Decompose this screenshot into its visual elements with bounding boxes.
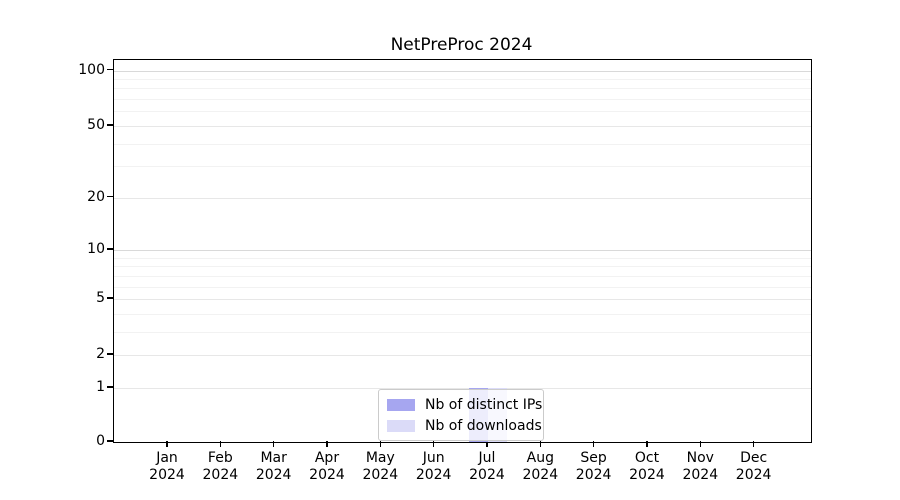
y-tick-label: 100 bbox=[78, 61, 105, 78]
x-tick-label-line: Dec bbox=[740, 450, 768, 466]
gridline-minor bbox=[114, 331, 811, 333]
x-tick-label-line: Aug bbox=[526, 450, 554, 466]
x-tick-label-line: 2024 bbox=[415, 467, 452, 483]
legend: Nb of distinct IPs Nb of downloads bbox=[378, 389, 544, 441]
y-tick-label: 1 bbox=[96, 378, 105, 395]
legend-swatch bbox=[387, 398, 415, 411]
x-tick-label-line: 2024 bbox=[682, 467, 719, 483]
x-tick-label: Jun 2024 bbox=[404, 450, 464, 484]
y-tick-label: 10 bbox=[87, 240, 105, 257]
x-tick-label-line: 2024 bbox=[469, 467, 505, 483]
legend-item-0: Nb of distinct IPs bbox=[379, 394, 543, 415]
x-tick-mark bbox=[379, 441, 382, 447]
y-tick-label: 5 bbox=[96, 290, 105, 307]
x-tick-mark bbox=[646, 441, 648, 447]
plot-area bbox=[113, 59, 812, 443]
y-tick-mark bbox=[107, 440, 113, 442]
x-tick-label-line: Sep bbox=[580, 450, 607, 466]
x-tick-label-line: May bbox=[365, 450, 395, 466]
gridline-major bbox=[114, 70, 811, 72]
gridline-minor bbox=[114, 111, 811, 113]
x-tick-label-line: Oct bbox=[634, 450, 660, 466]
y-tick-mark bbox=[107, 195, 113, 198]
gridline-minor bbox=[114, 286, 811, 288]
x-tick-label-line: 2024 bbox=[575, 467, 612, 483]
gridline-major bbox=[114, 299, 811, 301]
y-tick-mark bbox=[107, 68, 113, 71]
legend-item-1: Nb of downloads bbox=[379, 415, 543, 436]
x-tick-mark bbox=[432, 441, 435, 447]
x-tick-label: Dec 2024 bbox=[724, 450, 784, 484]
y-tick-mark bbox=[107, 297, 113, 299]
x-tick-label-line: 2024 bbox=[149, 467, 185, 483]
gridline-minor bbox=[114, 143, 811, 145]
x-tick-label-line: 2024 bbox=[362, 467, 399, 483]
chart-title: NetPreProc 2024 bbox=[390, 35, 533, 55]
x-tick-label-line: Jan bbox=[156, 450, 178, 466]
x-tick-label-line: 2024 bbox=[735, 467, 772, 483]
y-tick-label: 2 bbox=[96, 346, 105, 363]
gridline-minor bbox=[114, 88, 811, 90]
x-tick-label-line: Feb bbox=[207, 450, 233, 466]
gridline-minor bbox=[114, 166, 811, 168]
y-tick-label: 20 bbox=[87, 188, 105, 205]
gridline-minor bbox=[114, 79, 811, 81]
y-tick-label: 0 bbox=[96, 433, 105, 449]
x-tick-label: Jul 2024 bbox=[457, 450, 517, 484]
x-tick-label: Aug 2024 bbox=[510, 450, 570, 484]
x-tick-mark bbox=[486, 441, 488, 447]
gridline-major bbox=[114, 249, 811, 251]
gridline-major bbox=[114, 387, 811, 389]
x-tick-mark bbox=[539, 441, 542, 447]
x-tick-label: Sep 2024 bbox=[564, 450, 624, 484]
x-tick-mark bbox=[326, 441, 328, 447]
x-tick-label: Nov 2024 bbox=[670, 450, 730, 484]
gridline-minor bbox=[114, 266, 811, 268]
x-tick-mark bbox=[272, 441, 275, 447]
gridline-minor bbox=[114, 275, 811, 277]
x-tick-label: Feb 2024 bbox=[190, 450, 250, 484]
x-tick-label: Jan 2024 bbox=[137, 450, 197, 484]
x-tick-label-line: Mar bbox=[260, 450, 287, 466]
x-tick-mark bbox=[166, 441, 168, 447]
legend-label: Nb of downloads bbox=[425, 417, 542, 434]
x-tick-label-line: Jun bbox=[422, 450, 445, 466]
x-tick-label-line: 2024 bbox=[202, 467, 239, 483]
x-tick-mark bbox=[219, 441, 222, 447]
gridline-major bbox=[114, 355, 811, 357]
x-tick-mark bbox=[752, 441, 755, 447]
x-tick-label-line: 2024 bbox=[629, 467, 665, 483]
legend-swatch bbox=[387, 419, 415, 432]
y-tick-mark bbox=[107, 248, 113, 250]
x-tick-label-line: Nov bbox=[686, 450, 714, 466]
x-tick-label: Oct 2024 bbox=[617, 450, 677, 484]
gridline-minor bbox=[114, 313, 811, 315]
x-tick-mark bbox=[699, 441, 702, 447]
x-tick-label-line: 2024 bbox=[309, 467, 345, 483]
gridline-major bbox=[114, 125, 811, 127]
gridline-minor bbox=[114, 99, 811, 101]
x-tick-label-line: Apr bbox=[314, 450, 340, 466]
x-tick-label: May 2024 bbox=[350, 450, 410, 484]
y-tick-label: 50 bbox=[87, 116, 105, 133]
y-tick-mark bbox=[107, 353, 113, 355]
gridline-major bbox=[114, 197, 811, 199]
x-tick-label: Mar 2024 bbox=[244, 450, 304, 484]
x-tick-label-line: Jul bbox=[478, 450, 496, 466]
gridline-minor bbox=[114, 257, 811, 259]
x-tick-label: Apr 2024 bbox=[297, 450, 357, 484]
legend-label: Nb of distinct IPs bbox=[425, 396, 543, 413]
y-tick-mark bbox=[107, 386, 113, 388]
x-tick-mark bbox=[592, 441, 595, 447]
x-tick-label-line: 2024 bbox=[522, 467, 559, 483]
y-tick-mark bbox=[107, 124, 113, 126]
x-tick-label-line: 2024 bbox=[255, 467, 292, 483]
